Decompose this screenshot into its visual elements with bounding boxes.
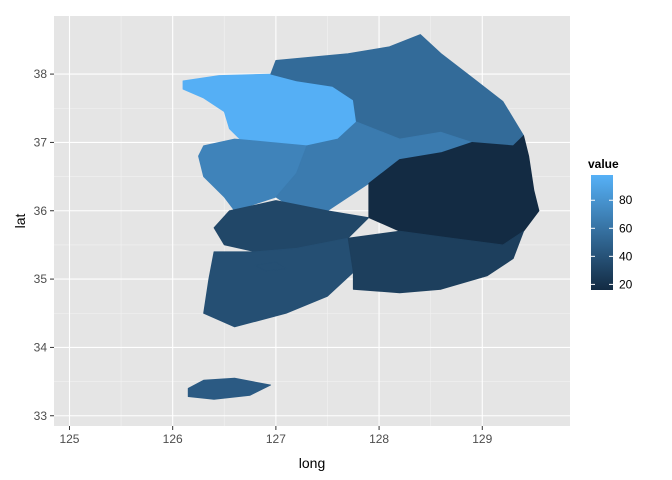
legend-ticks: 20 40 60 80 <box>591 193 633 291</box>
map-region <box>254 261 287 272</box>
legend-label: 60 <box>619 221 633 235</box>
y-tick-label: 35 <box>34 272 48 286</box>
x-tick-label: 125 <box>59 432 79 446</box>
x-tick-label: 126 <box>163 432 183 446</box>
legend-colorbar <box>591 175 613 290</box>
x-tick-label: 129 <box>472 432 492 446</box>
y-axis-ticks: 33 34 35 36 37 38 <box>34 67 54 423</box>
y-tick-label: 34 <box>34 340 48 354</box>
y-axis-title: lat <box>12 214 28 229</box>
legend-label: 80 <box>619 193 633 207</box>
map-region <box>187 377 272 400</box>
legend-label: 40 <box>619 249 633 263</box>
legend-label: 20 <box>619 277 633 291</box>
x-axis-ticks: 125 126 127 128 129 <box>59 426 493 446</box>
legend-title: value <box>588 157 619 171</box>
legend: value 20 40 60 80 <box>588 157 633 291</box>
y-tick-label: 36 <box>34 204 48 218</box>
x-axis-title: long <box>299 455 325 471</box>
y-tick-label: 33 <box>34 409 48 423</box>
map-region <box>368 135 540 246</box>
map-regions <box>182 34 540 400</box>
map-region <box>347 230 524 294</box>
map-region <box>203 237 354 328</box>
y-tick-label: 37 <box>34 135 48 149</box>
y-tick-label: 38 <box>34 67 48 81</box>
x-tick-label: 128 <box>369 432 389 446</box>
x-tick-label: 127 <box>266 432 286 446</box>
